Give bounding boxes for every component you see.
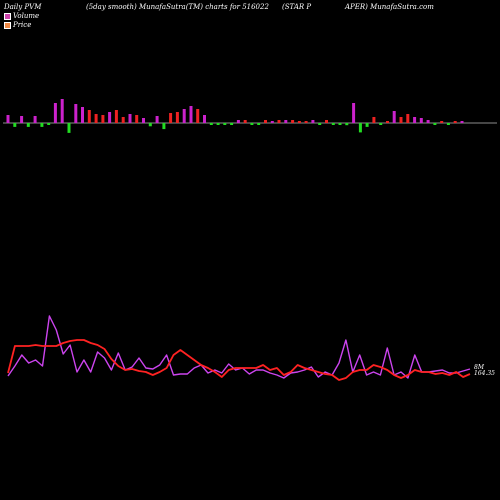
volume-bar [101, 115, 105, 123]
volume-bar [155, 116, 159, 123]
volume-bar [148, 123, 152, 127]
legend-volume-swatch [4, 12, 11, 20]
volume-bar [270, 121, 274, 123]
volume-bar [392, 111, 396, 123]
volume-bar [338, 123, 342, 125]
volume-bar [236, 120, 240, 123]
volume-bar [216, 123, 220, 125]
volume-bar [67, 123, 71, 133]
volume-bar [135, 115, 139, 123]
volume-bar [81, 107, 84, 123]
volume-bar [74, 104, 78, 123]
volume-bar [406, 114, 410, 123]
volume-bar [318, 123, 322, 125]
volume-bar [304, 121, 308, 123]
volume-bar [128, 114, 132, 123]
volume-bar [379, 123, 383, 125]
volume-bar [182, 109, 186, 123]
volume-bar [345, 123, 349, 126]
volume-bar [121, 117, 125, 123]
volume-bar [352, 103, 356, 123]
price-value-label: 164.35 [474, 370, 495, 377]
volume-bar [419, 118, 423, 123]
volume-bar [446, 123, 450, 125]
legend-price-label: Price [13, 21, 32, 29]
volume-bar [60, 99, 64, 123]
legend-volume-label: Volume [13, 12, 40, 20]
volume-bar [40, 123, 44, 127]
legend-volume: Volume [4, 12, 39, 20]
chart-title-part-3: (STAR P [282, 3, 312, 11]
volume-bar [189, 106, 193, 123]
volume-bar [47, 123, 51, 125]
volume-bar [20, 116, 24, 123]
volume-bar [311, 120, 315, 123]
volume-bar [460, 121, 464, 123]
chart-title-part-1: Daily PVM [4, 3, 42, 11]
volume-bar [284, 120, 288, 123]
volume-bar [331, 123, 335, 125]
volume-bar [413, 117, 417, 123]
volume-bar [26, 123, 30, 127]
volume-bar [440, 121, 444, 123]
volume-bar [6, 115, 10, 123]
volume-bar [250, 123, 254, 125]
volume-bars-group [6, 99, 464, 133]
volume-bar [433, 123, 437, 125]
volume-bar [372, 117, 376, 123]
volume-bar [114, 110, 118, 123]
volume-bar [223, 123, 227, 125]
volume-bar [264, 120, 267, 123]
volume-bar [196, 109, 200, 123]
volume-bar [453, 121, 457, 123]
volume-bar [399, 117, 403, 123]
legend-price-swatch [4, 21, 11, 29]
volume-bar [108, 112, 112, 123]
volume-bar [175, 112, 179, 123]
volume-bar [33, 116, 37, 123]
volume-bar [230, 123, 234, 125]
volume-bar [426, 120, 430, 123]
price-series-line [7, 339, 471, 381]
volume-bar [94, 114, 98, 123]
volume-bar [277, 120, 281, 123]
volume-bar [291, 120, 295, 123]
volume-bar [13, 123, 17, 127]
volume-bar [243, 120, 247, 123]
volume-bar [325, 120, 328, 123]
volume-bar [365, 123, 369, 127]
volume-bar [53, 103, 57, 123]
volume-bar [169, 113, 173, 123]
price-volume-lines-group [7, 315, 471, 381]
volume-bar [142, 118, 145, 123]
volume-bar [297, 121, 301, 123]
volume-bar [358, 123, 362, 133]
volume-bar [87, 110, 91, 123]
volume-bar [257, 123, 261, 125]
legend-price: Price [4, 21, 31, 29]
volume-bar [209, 123, 213, 125]
volume-value-label: 8M [474, 364, 485, 371]
volume-bar [386, 121, 389, 123]
volume-bar [203, 115, 206, 123]
chart-title-part-2: (5day smooth) MunafaSutra(TM) charts for… [86, 3, 269, 11]
volume-series-line [7, 315, 471, 379]
volume-bar [162, 123, 166, 130]
chart-title-part-4: APER) MunafaSutra.com [345, 3, 434, 11]
